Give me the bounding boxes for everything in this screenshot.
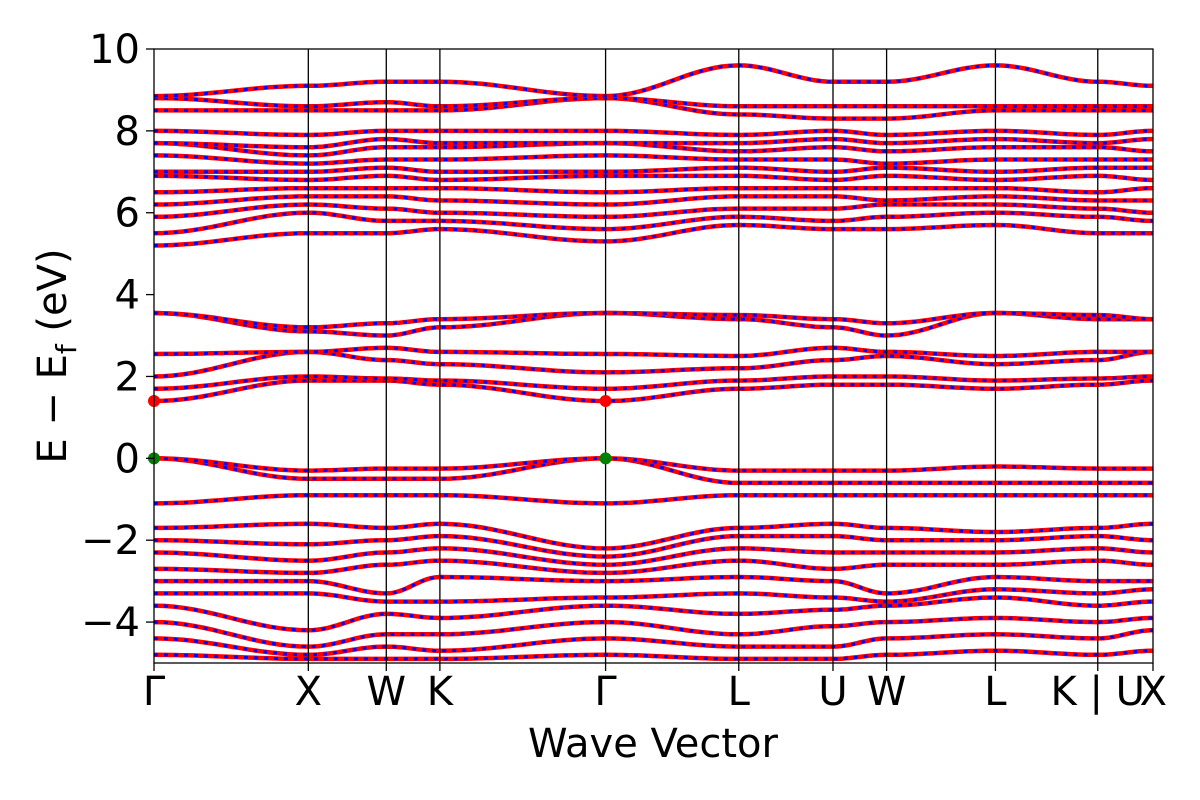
cbm-marker (599, 395, 612, 408)
x-tick-label: K | U (1051, 669, 1145, 715)
x-tick-label: X (1140, 669, 1167, 715)
band-line-spin-up (154, 63, 1153, 99)
vbm-marker (599, 452, 612, 465)
x-tick-label: W (867, 669, 907, 715)
y-axis-label-unit (30, 332, 76, 345)
y-tick-label: 10 (89, 27, 140, 73)
band-line-spin-up (154, 185, 1153, 195)
y-tick-label: 0 (115, 436, 140, 482)
y-tick-label: 8 (115, 109, 140, 155)
y-axis-label-unit-text: (eV) (30, 248, 76, 331)
y-tick-label: −4 (81, 600, 140, 646)
y-tick-label: −2 (81, 518, 140, 564)
x-tick-label: Γ (594, 669, 617, 715)
high-symmetry-lines (307, 49, 1099, 663)
y-tick-label: 6 (115, 191, 140, 237)
y-axis-label: E − Ef (eV) (30, 248, 83, 463)
band-edge-markers (148, 395, 612, 465)
x-axis-label: Wave Vector (528, 721, 779, 767)
band-lines (154, 63, 1153, 662)
y-tick-label: 4 (115, 273, 140, 319)
x-tick-label: X (295, 669, 322, 715)
x-tick-label: Γ (143, 669, 166, 715)
y-axis-label-subscript: f (50, 343, 83, 354)
band-line-spin-down (154, 575, 1153, 595)
x-tick-label: L (728, 669, 751, 715)
band-line-spin-down (154, 522, 1153, 550)
x-tick-label: W (367, 669, 407, 715)
y-tick-label: 2 (115, 354, 140, 400)
plot-frame (153, 48, 1154, 664)
band-line-spin-down (154, 616, 1153, 649)
band-line-spin-down (154, 63, 1153, 98)
band-line-spin-up (154, 128, 1153, 138)
y-axis-ticks: −4 −2 0 2 4 6 8 10 (81, 27, 154, 646)
band-line-spin-up (154, 165, 1153, 175)
x-tick-label: L (984, 669, 1007, 715)
x-tick-label: K (427, 669, 455, 715)
x-tick-label: U (818, 669, 847, 715)
y-axis-label-main: E − E (30, 354, 76, 464)
